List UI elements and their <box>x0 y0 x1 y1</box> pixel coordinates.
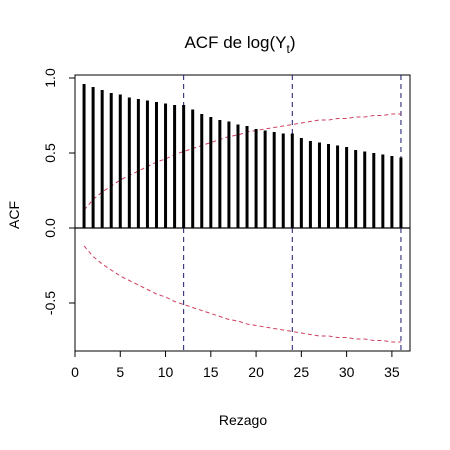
y-tick-label: 0.5 <box>42 143 58 163</box>
plot-frame <box>74 74 411 352</box>
x-tick-label: 25 <box>294 364 310 380</box>
confidence-band-lower <box>83 245 401 343</box>
chart-title-subscript: t <box>287 42 291 56</box>
x-tick-label: 0 <box>71 364 79 380</box>
y-tick-label: 1.0 <box>42 68 58 88</box>
plot-layer <box>75 75 410 351</box>
y-axis-label: ACF <box>6 201 22 229</box>
x-tick-label: 35 <box>384 364 400 380</box>
chart-title-close: ) <box>290 33 296 52</box>
y-tick-label: -0.5 <box>42 291 58 315</box>
confidence-band-upper <box>83 113 401 211</box>
axis-layer: 0 5 10 15 20 25 30 35 -0.5 0.0 0.5 1.0 <box>42 68 400 380</box>
chart-title: ACF de log(Yt) <box>184 33 295 56</box>
x-tick-label: 10 <box>158 364 174 380</box>
x-tick-label: 30 <box>339 364 355 380</box>
y-tick-label: 0.0 <box>42 218 58 238</box>
chart-title-main: ACF de log(Y <box>184 33 286 52</box>
x-axis-label: Rezago <box>219 412 267 428</box>
x-tick-label: 5 <box>116 364 124 380</box>
x-tick-label: 15 <box>203 364 219 380</box>
x-tick-label: 20 <box>248 364 264 380</box>
